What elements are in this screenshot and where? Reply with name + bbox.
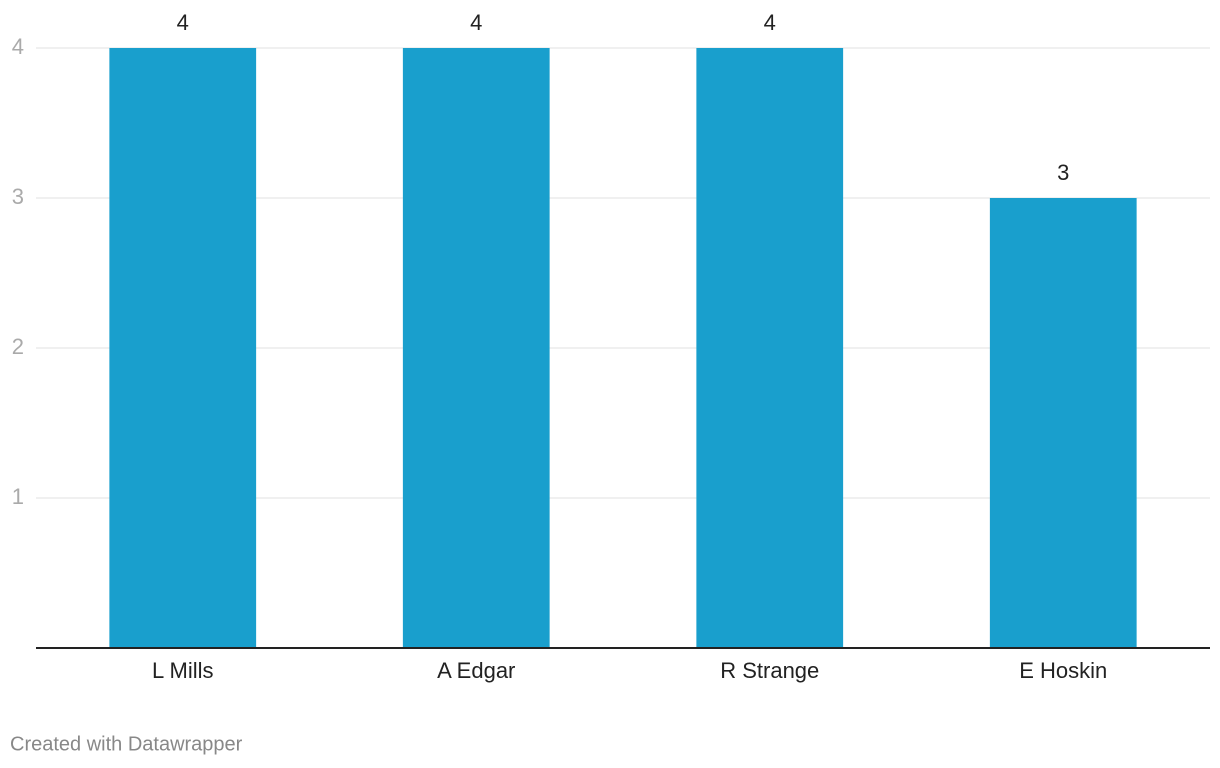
value-label: 4	[470, 10, 482, 35]
x-tick-label: A Edgar	[437, 658, 515, 683]
x-tick-label: E Hoskin	[1019, 658, 1107, 683]
y-tick-label: 4	[12, 34, 24, 59]
bar	[989, 198, 1137, 648]
value-label: 4	[177, 10, 189, 35]
y-tick-label: 3	[12, 184, 24, 209]
x-tick-label: L Mills	[152, 658, 214, 683]
credit: Created with Datawrapper	[10, 733, 243, 755]
bar	[109, 48, 257, 648]
y-tick-label: 1	[12, 484, 24, 509]
bar	[402, 48, 550, 648]
value-label: 4	[764, 10, 776, 35]
value-label: 3	[1057, 160, 1069, 185]
y-tick-label: 2	[12, 334, 24, 359]
x-tick-label: R Strange	[720, 658, 819, 683]
bar	[696, 48, 844, 648]
